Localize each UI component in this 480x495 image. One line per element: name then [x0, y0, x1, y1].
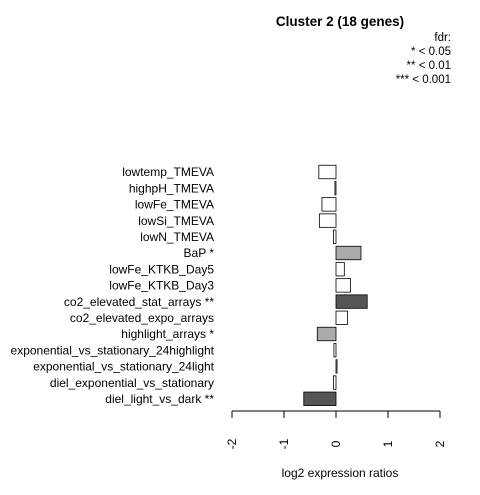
bars: [303, 164, 368, 406]
x-tick-label-4: 2: [433, 440, 447, 447]
legend-title: fdr:: [434, 32, 451, 44]
bar-12: [335, 359, 338, 374]
category-label-1: highpH_TMEVA: [129, 181, 214, 195]
bar-2: [321, 197, 337, 212]
x-axis-ticks: -2 -1 0 1 2: [225, 411, 447, 449]
category-label-9: co2_elevated_expo_arrays: [70, 311, 214, 325]
category-label-4: lowN_TMEVA: [140, 230, 214, 244]
legend-entry-2: ** < 0.01: [407, 60, 451, 72]
bar-5: [335, 245, 362, 261]
category-label-13: diel_exponential_vs_stationary: [50, 376, 214, 390]
category-label-11: exponential_vs_stationary_24highlight: [11, 343, 215, 357]
category-label-7: lowFe_KTKB_Day3: [109, 279, 214, 293]
category-label-3: lowSi_TMEVA: [138, 214, 214, 228]
bar-14: [303, 391, 337, 406]
legend: fdr: * < 0.05 ** < 0.01 *** < 0.001: [396, 32, 451, 86]
bar-0: [318, 164, 337, 180]
bar-9: [335, 310, 348, 325]
bar-8: [335, 294, 368, 309]
chart-title: Cluster 2 (18 genes): [276, 14, 404, 29]
bar-3: [318, 213, 337, 228]
category-label-2: lowFe_TMEVA: [135, 198, 214, 212]
category-labels: lowtemp_TMEVA highpH_TMEVA lowFe_TMEVA lowS…: [11, 165, 215, 406]
x-tick-label-3: 1: [381, 440, 395, 447]
category-label-8: co2_elevated_stat_arrays **: [64, 295, 214, 309]
category-label-12: exponential_vs_stationary_24light: [33, 360, 214, 374]
category-label-14: diel_light_vs_dark **: [105, 392, 214, 406]
category-label-10: highlight_arrays *: [121, 327, 214, 341]
category-label-6: lowFe_KTKB_Day5: [109, 262, 214, 276]
bar-7: [335, 278, 351, 293]
x-axis: -2 -1 0 1 2: [225, 410, 447, 449]
legend-entry-1: * < 0.05: [411, 46, 451, 58]
x-tick-label-1: -1: [277, 438, 291, 449]
category-label-5: BaP *: [184, 246, 215, 260]
x-tick-label-0: -2: [225, 438, 239, 449]
bar-11: [333, 343, 337, 358]
category-label-0: lowtemp_TMEVA: [122, 165, 214, 179]
bar-1: [334, 181, 337, 196]
bar-10: [316, 326, 337, 342]
bar-6: [335, 262, 345, 277]
x-tick-label-2: 0: [329, 440, 343, 447]
legend-entry-3: *** < 0.001: [396, 74, 451, 86]
bar-4: [332, 229, 337, 244]
bar-13: [332, 375, 337, 390]
x-axis-label: log2 expression ratios: [282, 466, 399, 480]
